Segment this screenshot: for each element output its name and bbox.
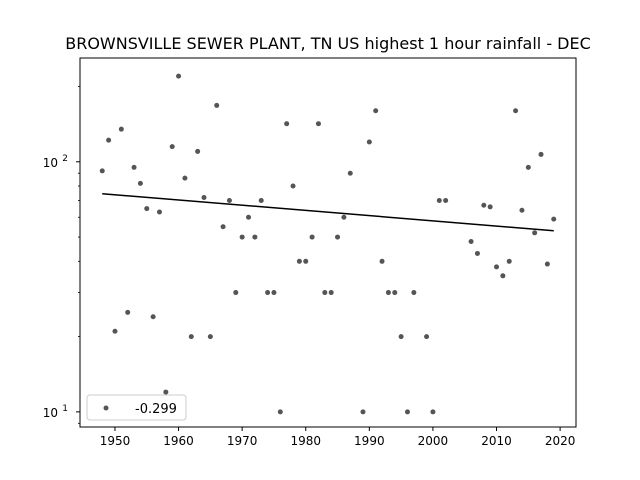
data-point [494,264,500,270]
data-point [233,290,239,296]
data-point [538,151,544,157]
data-point [201,194,207,200]
data-point [144,206,150,212]
data-point [303,258,309,264]
data-point [468,239,474,245]
data-point [544,261,550,267]
data-point [373,108,379,114]
data-point [226,198,232,204]
data-point [188,334,194,340]
data-point [169,144,175,150]
data-point [341,214,347,220]
data-point [525,164,531,170]
data-point [176,73,182,79]
data-point [182,175,188,181]
data-point [112,328,118,334]
y-tick-exponent: 2 [62,154,68,164]
x-tick-label: 1990 [354,434,385,448]
data-point [430,409,436,415]
x-tick-label: 1950 [100,434,131,448]
data-point [392,290,398,296]
data-point [335,234,341,240]
data-point [284,121,290,127]
data-point [347,170,353,176]
data-point [265,290,271,296]
data-point [532,230,538,236]
data-point [220,224,226,230]
data-point [252,234,258,240]
x-tick-label: 2010 [481,434,512,448]
data-point [424,334,430,340]
chart-title: BROWNSVILLE SEWER PLANT, TN US highest 1… [65,34,591,53]
data-point [277,409,283,415]
data-point [258,198,264,204]
data-point [239,234,245,240]
y-tick-label: 10 [43,406,58,420]
data-point [137,180,143,186]
data-point [131,164,137,170]
data-point [404,409,410,415]
legend-label: -0.299 [135,402,177,417]
x-tick-label: 1960 [163,434,194,448]
data-point [207,334,213,340]
data-point [360,409,366,415]
plot-content [99,73,557,415]
data-point [271,290,277,296]
legend: -0.299 [86,394,187,421]
x-tick-label: 2020 [545,434,576,448]
data-point [398,334,404,340]
data-point [500,273,506,279]
data-point [513,108,519,114]
axes-frame [79,57,577,428]
y-tick-exponent: 1 [62,404,68,414]
x-tick-label: 1980 [290,434,321,448]
data-point [474,250,480,256]
data-point [443,198,449,204]
x-tick-label: 1970 [227,434,258,448]
y-tick-label: 10 [43,156,58,170]
data-point [290,183,296,189]
data-point [481,202,487,208]
data-point [246,214,252,220]
data-point [366,139,372,145]
data-point [519,207,525,213]
data-point [150,314,156,320]
data-point [506,258,512,264]
data-point [195,148,201,154]
data-point [309,234,315,240]
data-point [487,204,493,210]
data-point [99,168,105,174]
legend-box [86,394,187,421]
data-point [125,309,131,315]
data-point [106,137,112,143]
axes: 1950 1960 1970 1980 1990 2000 2010 2020 10 1 10 2 [43,57,577,448]
data-point [214,102,220,108]
data-point [551,216,557,222]
legend-marker [103,405,109,411]
data-point [296,258,302,264]
data-point [163,389,169,395]
data-point [436,198,442,204]
data-point [328,290,334,296]
x-tick-label: 2000 [418,434,449,448]
data-point [315,121,321,127]
data-point [411,290,417,296]
data-point [118,126,124,132]
data-point [322,290,328,296]
trend-line [102,193,554,232]
data-point [379,258,385,264]
data-point [156,209,162,215]
data-point [385,290,391,296]
